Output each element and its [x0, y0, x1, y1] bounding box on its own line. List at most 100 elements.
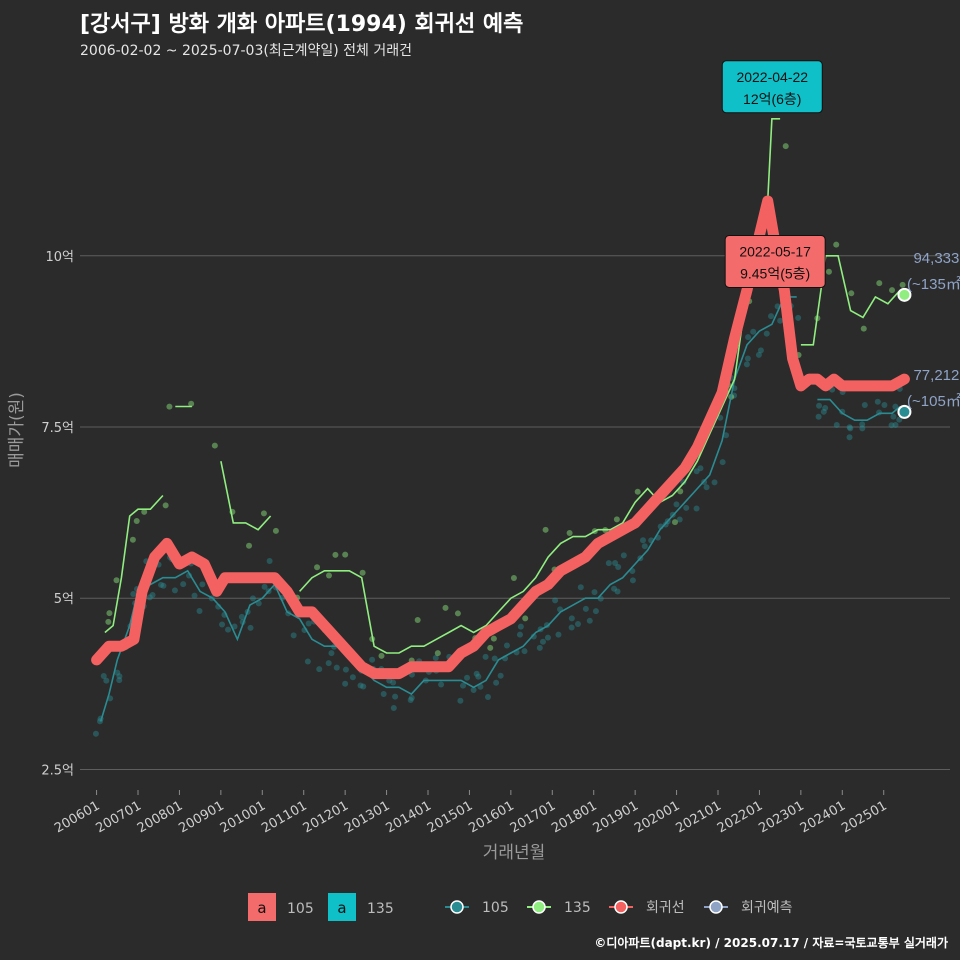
scatter-point [614, 588, 621, 595]
legend-area-glyph: a [257, 899, 266, 917]
x-axis-title: 거래년월 [483, 843, 546, 863]
scatter-point [874, 398, 881, 405]
scatter-point [493, 679, 500, 686]
scatter-point [272, 527, 279, 534]
annotation-box-max [721, 60, 823, 114]
x-tick-label: 200901 [176, 798, 226, 836]
legend-line-label: 135 [564, 900, 591, 916]
prediction-area: (~135㎡) [907, 276, 960, 293]
scatter-point [133, 518, 140, 525]
scatter-point [238, 613, 245, 620]
y-tick-label: 7.5억 [41, 421, 74, 436]
scatter-point [676, 516, 683, 523]
scatter-point [100, 672, 107, 679]
scatter-point [846, 424, 853, 431]
scatter-point [103, 677, 110, 684]
scatter-point [491, 655, 498, 662]
scatter-point [332, 551, 339, 558]
scatter-point [129, 536, 136, 543]
scatter-point [859, 421, 866, 428]
scatter-point [116, 677, 123, 684]
scatter-point [470, 686, 477, 693]
scatter-point [612, 560, 619, 567]
scatter-point [763, 330, 770, 337]
scatter-point [693, 505, 700, 512]
scatter-point [639, 537, 646, 544]
y-tick-label: 2.5억 [41, 763, 74, 778]
scatter-point [160, 582, 167, 589]
scatter-point [325, 660, 332, 667]
scatter-point [605, 560, 612, 567]
scatter-point [846, 434, 853, 441]
scatter-point [146, 594, 153, 601]
scatter-point [290, 632, 297, 639]
scatter-point [717, 414, 724, 421]
scatter-point [342, 551, 349, 558]
scatter-point [544, 634, 551, 641]
scatter-point [615, 563, 622, 570]
regression-line [91, 195, 910, 680]
x-tick-label: 201301 [342, 798, 392, 836]
scatter-point [434, 650, 441, 657]
scatter-point [497, 672, 504, 679]
scatter-point [342, 666, 349, 673]
scatter-point [392, 693, 399, 700]
scatter-point [328, 650, 335, 657]
scatter-point [188, 400, 195, 407]
scatter-point [892, 403, 899, 410]
scatter-point [757, 347, 764, 354]
x-tick-label: 202401 [798, 798, 848, 836]
scatter-point [457, 697, 464, 704]
scatter-point [591, 589, 598, 596]
annotation-price-recent: 9.45억(5층) [740, 265, 810, 281]
scatter-point [390, 704, 397, 711]
scatter-point [861, 401, 868, 408]
scatter-point [357, 682, 364, 689]
scatter-point [438, 681, 445, 688]
scatter-point [634, 488, 641, 495]
scatter-point [162, 502, 169, 509]
legend-line-dot [450, 900, 464, 914]
scatter-point [568, 624, 575, 631]
prediction-point [897, 404, 912, 419]
scatter-point [414, 616, 421, 623]
x-tick-label: 200701 [94, 798, 144, 836]
prediction-point [897, 287, 912, 302]
annotation-date-recent: 2022-05-17 [739, 243, 811, 259]
scatter-point [777, 317, 784, 324]
scatter-point [822, 404, 829, 411]
x-tick-label: 202001 [632, 798, 682, 836]
scatter-point [671, 519, 678, 526]
scatter-point [359, 569, 366, 576]
scatter-point [890, 413, 897, 420]
scatter-point [859, 425, 866, 432]
scatter-point [113, 577, 120, 584]
scatter-point [304, 658, 311, 665]
scatter-point [530, 633, 537, 640]
scatter-point [349, 674, 356, 681]
scatter-point [342, 680, 349, 687]
scatter-point [225, 626, 232, 633]
series-line-135 [104, 118, 901, 654]
scatter-point [196, 608, 203, 615]
scatter-point [517, 623, 524, 630]
scatter-point [620, 552, 627, 559]
scatter-point [180, 581, 187, 588]
scatter-point [582, 605, 589, 612]
x-tick-label: 200801 [135, 798, 185, 836]
scatter-point [697, 465, 704, 472]
scatter-point [510, 575, 517, 582]
scatter-point [378, 652, 385, 659]
x-tick-label: 201001 [218, 798, 268, 836]
scatter-point [432, 655, 439, 662]
legend-area-glyph: a [337, 899, 346, 917]
scatter-point [390, 679, 397, 686]
scatter-point [116, 673, 123, 680]
scatter-point [316, 666, 323, 673]
scatter-point [755, 351, 762, 358]
scatter-point [750, 328, 757, 335]
scatter-point [711, 479, 718, 486]
scatter-point [782, 143, 789, 150]
scatter-point [768, 313, 775, 320]
